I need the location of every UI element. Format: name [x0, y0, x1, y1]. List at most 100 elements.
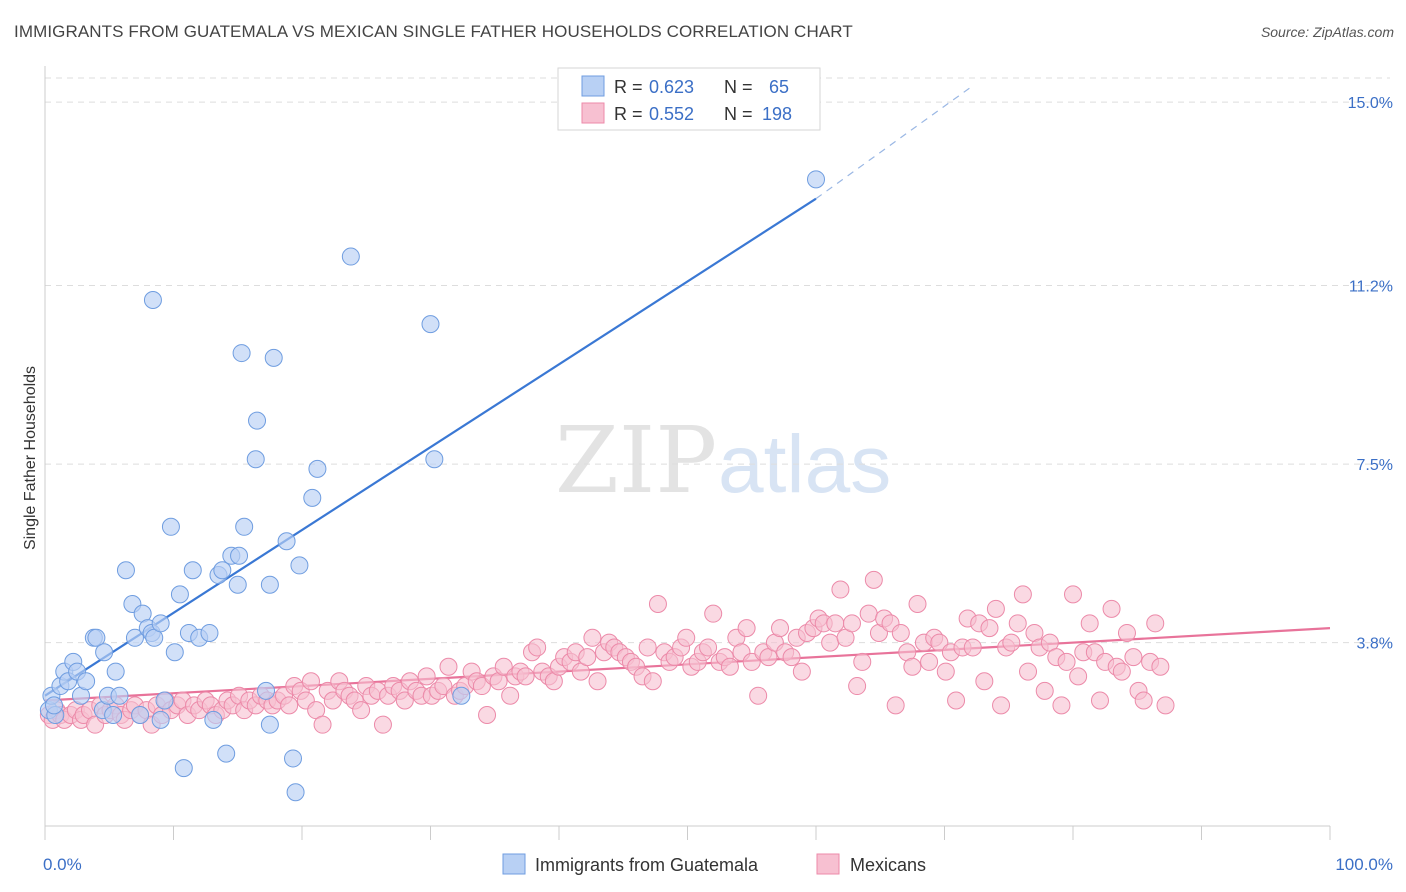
point-mexicans-89	[516, 667, 535, 686]
point-mexicans-46	[280, 696, 299, 715]
point-mexicans-74	[434, 677, 453, 696]
point-mexicans-195	[1102, 599, 1121, 618]
legend-swatch-guatemala	[581, 75, 605, 97]
point-mexicans-198	[1117, 623, 1136, 642]
point-mexicans-91	[528, 638, 547, 657]
point-mexicans-113	[648, 595, 667, 614]
point-guatemala-25	[143, 290, 162, 309]
point-guatemala-56	[290, 556, 309, 575]
point-mexicans-59	[352, 701, 371, 720]
legend-r-label-2: R =	[614, 104, 643, 124]
legend-r-label-1: R =	[614, 77, 643, 97]
point-guatemala-55	[286, 783, 305, 802]
point-guatemala-16	[106, 662, 125, 681]
point-mexicans-178	[1008, 614, 1027, 633]
point-guatemala-9	[77, 672, 96, 691]
point-mexicans-82	[478, 706, 497, 725]
point-mexicans-63	[373, 715, 392, 734]
legend-r-value-2: 0.552	[649, 104, 694, 124]
point-guatemala-18	[116, 561, 135, 580]
point-guatemala-11	[87, 628, 106, 647]
point-mexicans-193	[1090, 691, 1109, 710]
y-tick-label-3: 15.0%	[1348, 95, 1393, 112]
trend-line-guatemala-extension	[815, 87, 971, 200]
point-guatemala-41	[217, 744, 236, 763]
point-mexicans-101	[583, 628, 602, 647]
point-mexicans-159	[903, 657, 922, 676]
trend-lines	[44, 87, 1331, 702]
point-mexicans-145	[826, 614, 845, 633]
point-mexicans-180	[1019, 662, 1038, 681]
point-mexicans-191	[1080, 614, 1099, 633]
point-mexicans-131	[749, 686, 768, 705]
point-guatemala-47	[246, 450, 265, 469]
point-mexicans-139	[792, 662, 811, 681]
series-mexicans	[39, 570, 1175, 734]
point-mexicans-175	[992, 696, 1011, 715]
top-legend: R = 0.623 N = 65 R = 0.552 N = 198	[557, 67, 821, 131]
point-mexicans-146	[831, 580, 850, 599]
point-guatemala-38	[204, 710, 223, 729]
x-tick-label-0: 0.0%	[43, 855, 82, 874]
point-mexicans-86	[501, 686, 520, 705]
point-guatemala-30	[161, 517, 180, 536]
point-guatemala-17	[110, 686, 129, 705]
point-mexicans-188	[1064, 585, 1082, 604]
legend-n-label-2: N =	[724, 104, 753, 124]
point-mexicans-67	[395, 691, 414, 710]
point-mexicans-144	[821, 633, 840, 652]
legend-n-value-2: 198	[762, 104, 792, 124]
point-mexicans-187	[1057, 652, 1076, 671]
y-tick-label-2: 11.2%	[1349, 279, 1393, 296]
legend-swatch-mexicans	[581, 102, 605, 124]
point-mexicans-160	[908, 595, 927, 614]
y-tick-label-0: 3.8%	[1357, 636, 1393, 653]
point-mexicans-81	[472, 677, 491, 696]
point-mexicans-164	[930, 633, 949, 652]
point-mexicans-173	[980, 619, 999, 638]
point-guatemala-29	[155, 691, 174, 710]
bottom-legend-label-guatemala: Immigrants from Guatemala	[535, 855, 759, 875]
y-axis-title: Single Father Households	[22, 366, 39, 550]
bottom-legend-swatch-mexicans	[816, 853, 840, 875]
point-mexicans-177	[1002, 633, 1021, 652]
point-guatemala-40	[213, 561, 232, 580]
point-mexicans-150	[853, 652, 872, 671]
point-mexicans-130	[742, 652, 761, 671]
point-mexicans-126	[720, 657, 739, 676]
point-guatemala-44	[230, 546, 249, 565]
point-mexicans-129	[737, 619, 756, 638]
point-guatemala-28	[151, 710, 170, 729]
watermark-zip: ZIP	[555, 407, 717, 514]
point-guatemala-48	[248, 411, 267, 430]
point-guatemala-43	[228, 575, 247, 594]
point-guatemala-15	[104, 706, 123, 725]
point-mexicans-179	[1013, 585, 1032, 604]
point-guatemala-63	[807, 170, 825, 189]
legend-n-value-1: 65	[769, 77, 789, 97]
point-mexicans-54	[323, 691, 342, 710]
point-mexicans-189	[1069, 667, 1088, 686]
point-mexicans-157	[891, 623, 910, 642]
point-mexicans-148	[842, 614, 861, 633]
point-guatemala-20	[125, 628, 144, 647]
point-mexicans-170	[963, 638, 982, 657]
bottom-legend-label-mexicans: Mexicans	[850, 855, 926, 875]
point-mexicans-111	[638, 638, 657, 657]
point-mexicans-52	[313, 715, 332, 734]
point-guatemala-27	[151, 614, 170, 633]
point-mexicans-167	[947, 691, 966, 710]
point-mexicans-156	[886, 696, 905, 715]
point-guatemala-62	[452, 686, 471, 705]
point-mexicans-204	[1151, 657, 1170, 676]
tick-labels: 3.8% 7.5% 11.2% 15.0% 0.0% 100.0%	[43, 95, 1393, 874]
point-mexicans-85	[494, 657, 513, 676]
point-mexicans-122	[699, 638, 718, 657]
point-guatemala-53	[277, 532, 296, 551]
point-mexicans-172	[975, 672, 994, 691]
point-guatemala-64	[44, 696, 63, 715]
point-mexicans-118	[677, 628, 696, 647]
point-mexicans-205	[1156, 696, 1175, 715]
point-guatemala-45	[232, 344, 251, 363]
